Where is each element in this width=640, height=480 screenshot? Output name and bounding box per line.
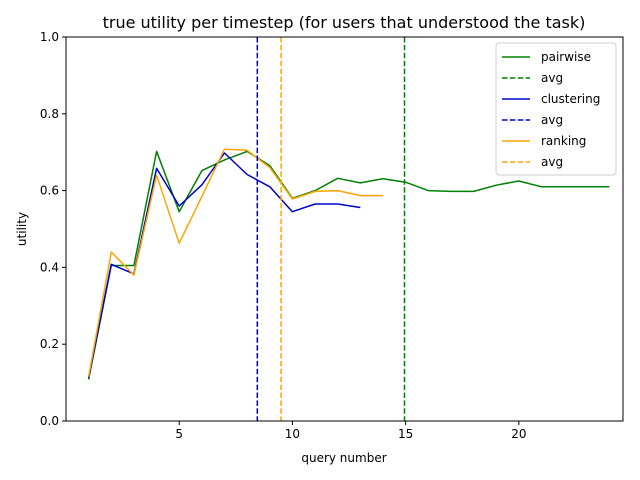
legend-label: pairwise (541, 50, 591, 64)
chart-title: true utility per timestep (for users tha… (103, 13, 586, 32)
legend: pairwise avg clustering avg ranking avg (495, 42, 617, 176)
x-axis-label: query number (301, 451, 386, 465)
average-lines (256, 37, 406, 421)
y-tick-label: 0.0 (40, 414, 59, 428)
x-tick-label: 5 (175, 427, 183, 441)
y-axis-label: utility (15, 212, 29, 246)
x-tick-label: 15 (398, 427, 413, 441)
legend-box (495, 42, 617, 176)
y-tick-label: 0.8 (40, 107, 59, 121)
x-tick-label: 10 (285, 427, 300, 441)
series-layer (87, 148, 610, 380)
y-tick-label: 0.2 (40, 337, 59, 351)
y-tick-label: 0.6 (40, 184, 59, 198)
y-tick-label: 0.4 (40, 260, 59, 274)
legend-label: clustering (541, 92, 600, 106)
x-tick-label: 20 (511, 427, 526, 441)
x-axis-ticks: 5 10 15 20 (175, 421, 526, 441)
y-tick-label: 1.0 (40, 30, 59, 44)
series-line-pairwise (87, 150, 610, 380)
series-line-ranking (87, 148, 383, 377)
legend-label: ranking (541, 134, 586, 148)
legend-label: avg (541, 71, 563, 85)
y-axis-ticks: 0.0 0.2 0.4 0.6 0.8 1.0 (40, 30, 66, 428)
legend-label: avg (541, 155, 563, 169)
legend-label: avg (541, 113, 563, 127)
plot-frame (65, 36, 624, 422)
